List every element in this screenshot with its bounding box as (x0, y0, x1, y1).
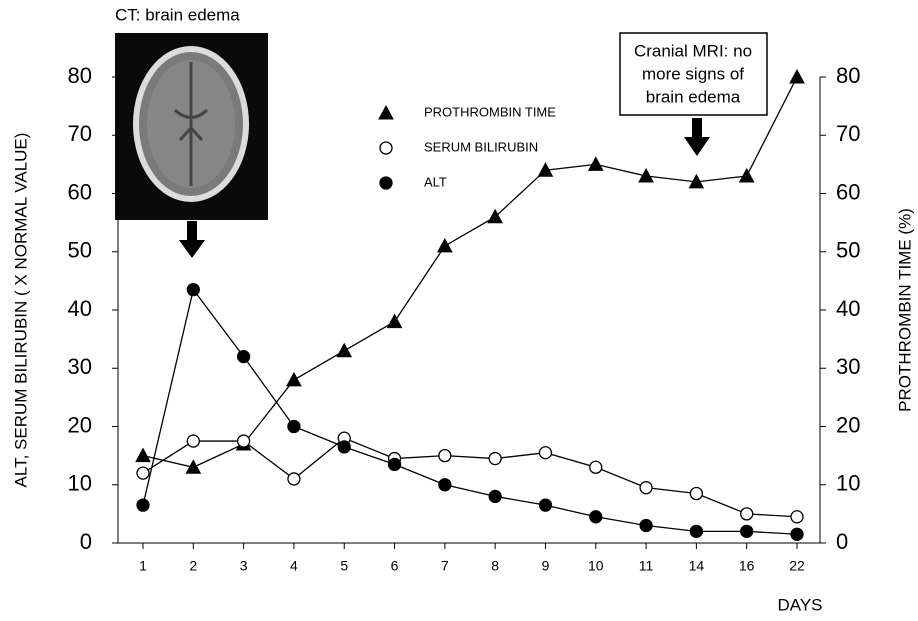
y-tick-label: 50 (68, 238, 92, 263)
y-tick-label: 80 (68, 63, 92, 88)
data-point (640, 482, 652, 494)
ct-annotation: CT: brain edema (115, 5, 240, 24)
legend-label: ALT (424, 174, 447, 189)
x-tick-label: 14 (689, 558, 705, 574)
legend-marker (380, 142, 392, 154)
y2-tick-label: 80 (836, 63, 860, 88)
data-point (288, 473, 300, 485)
data-point (539, 447, 551, 459)
x-tick-label: 3 (240, 558, 248, 574)
x-tick-label: 5 (340, 558, 348, 574)
data-point (288, 421, 300, 433)
y2-tick-label: 50 (836, 238, 860, 263)
data-point (539, 499, 551, 511)
x-tick-label: 2 (189, 558, 197, 574)
legend-label: PROTHROMBIN TIME (424, 104, 556, 119)
data-point (791, 528, 803, 540)
data-point (590, 461, 602, 473)
y-tick-label: 30 (68, 354, 92, 379)
page: CT: brain edema Cranial MRI: no more sig… (0, 0, 918, 621)
data-point (337, 344, 351, 357)
y2-tick-label: 10 (836, 471, 860, 496)
legend-label: SERUM BILIRUBIN (424, 139, 538, 154)
data-point (740, 169, 754, 182)
y-tick-label: 40 (68, 296, 92, 321)
y2-tick-label: 0 (836, 529, 848, 554)
y2-tick-label: 70 (836, 121, 860, 146)
data-point (439, 450, 451, 462)
y-tick-label: 60 (68, 179, 92, 204)
x-axis-title: DAYS (777, 595, 822, 614)
y2-tick-label: 60 (836, 179, 860, 204)
y2-tick-label: 40 (836, 296, 860, 321)
data-point (338, 441, 350, 453)
data-point (389, 458, 401, 470)
x-tick-label: 4 (290, 558, 298, 574)
data-point (438, 239, 452, 252)
data-point (741, 525, 753, 537)
x-tick-label: 6 (391, 558, 399, 574)
x-tick-label: 10 (588, 558, 604, 574)
data-point (690, 487, 702, 499)
x-tick-label: 7 (441, 558, 449, 574)
data-point (790, 70, 804, 83)
x-tick-label: 22 (789, 558, 805, 574)
x-tick-label: 8 (491, 558, 499, 574)
chart: CT: brain edema Cranial MRI: no more sig… (0, 0, 918, 621)
data-point (590, 511, 602, 523)
data-point (287, 373, 301, 386)
arrow (179, 221, 205, 258)
data-point (187, 435, 199, 447)
data-point (640, 520, 652, 532)
y-tick-label: 0 (80, 529, 92, 554)
legend-marker (379, 106, 393, 119)
y-tick-label: 20 (68, 412, 92, 437)
mri-annotation: more signs of (642, 64, 744, 83)
data-point (791, 511, 803, 523)
data-point (137, 499, 149, 511)
legend-marker (380, 177, 392, 189)
x-tick-label: 9 (542, 558, 550, 574)
data-point (489, 453, 501, 465)
data-point (238, 351, 250, 363)
data-point (388, 315, 402, 328)
x-tick-label: 1 (139, 558, 147, 574)
mri-annotation: Cranial MRI: no (634, 41, 752, 60)
data-point (439, 479, 451, 491)
y-axis-title: ALT, SERUM BILIRUBIN ( X NORMAL VALUE) (11, 133, 30, 488)
x-tick-label: 16 (739, 558, 755, 574)
mri-annotation: brain edema (646, 87, 741, 106)
y2-tick-label: 20 (836, 412, 860, 437)
data-point (589, 157, 603, 170)
data-point (238, 435, 250, 447)
data-point (187, 284, 199, 296)
y2-tick-label: 30 (836, 354, 860, 379)
data-point (136, 449, 150, 462)
y-tick-label: 10 (68, 471, 92, 496)
x-tick-label: 11 (639, 558, 654, 574)
arrow (684, 118, 710, 156)
y2-axis-title: PROTHROMBIN TIME (%) (895, 208, 914, 412)
data-point (741, 508, 753, 520)
data-point (489, 490, 501, 502)
y-tick-label: 70 (68, 121, 92, 146)
data-point (690, 525, 702, 537)
data-point (137, 467, 149, 479)
